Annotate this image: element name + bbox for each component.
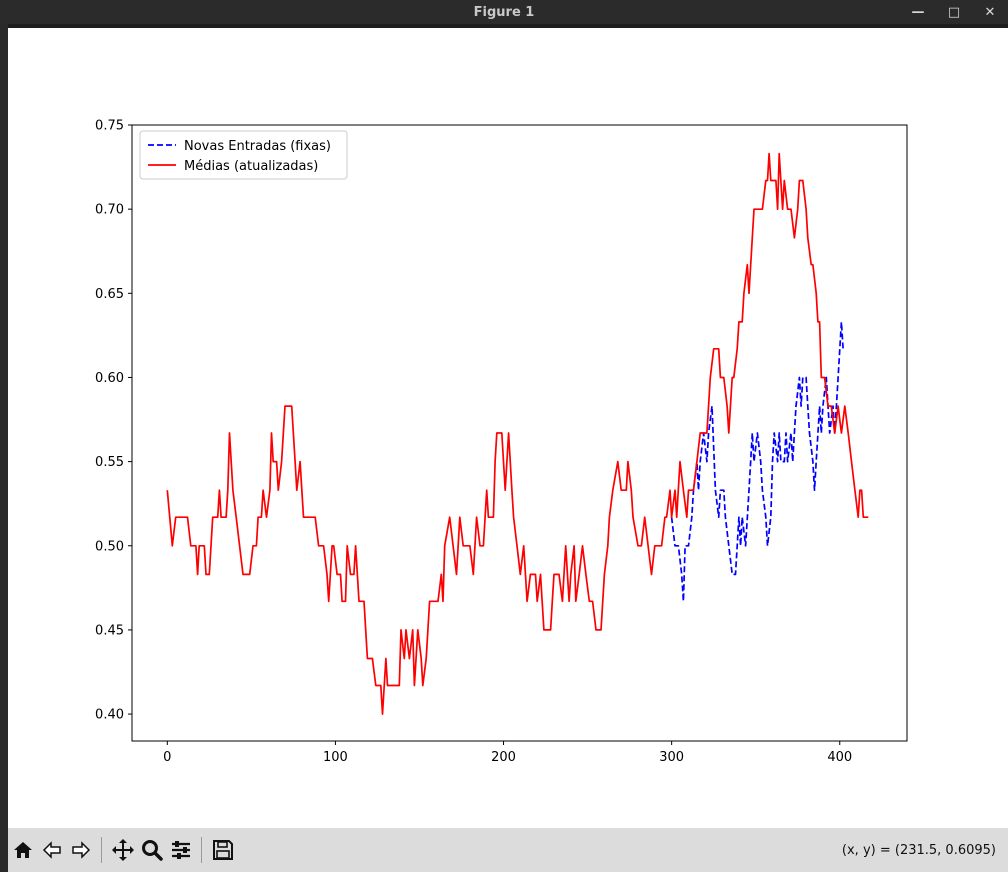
navigation-toolbar: (x, y) = (231.5, 0.6095) <box>8 828 1008 872</box>
y-tick-label: 0.60 <box>95 371 124 386</box>
legend-label: Médias (atualizadas) <box>184 159 318 174</box>
back-icon[interactable] <box>37 832 66 868</box>
x-tick-label: 100 <box>323 750 348 765</box>
pan-icon[interactable] <box>108 832 137 868</box>
x-tick-label: 400 <box>827 750 852 765</box>
window-controls: — □ ✕ <box>900 0 1008 24</box>
configure-subplots-icon[interactable] <box>166 832 195 868</box>
cursor-coordinates: (x, y) = (231.5, 0.6095) <box>841 842 996 858</box>
toolbar-separator <box>101 837 102 863</box>
y-tick-label: 0.70 <box>95 203 124 218</box>
legend-label: Novas Entradas (fixas) <box>184 139 331 154</box>
minimize-icon[interactable]: — <box>911 4 925 20</box>
series-line <box>166 152 869 715</box>
legend-box <box>139 130 348 180</box>
x-tick-label: 0 <box>163 750 171 765</box>
save-icon[interactable] <box>208 832 237 868</box>
close-icon[interactable]: ✕ <box>984 4 996 20</box>
figure-canvas[interactable]: 0 100 200 300 400 0.40 0.45 0.50 0.55 0.60 0.65 0.7… <box>8 28 1008 828</box>
zoom-icon[interactable] <box>137 832 166 868</box>
legend: Novas Entradas (fixas) Médias (atualizada… <box>139 130 348 180</box>
plot-lines <box>166 152 869 715</box>
y-tick-label: 0.40 <box>95 708 124 723</box>
y-tick-label: 0.55 <box>95 455 124 470</box>
series-line <box>670 321 844 603</box>
x-tick-label: 200 <box>491 750 516 765</box>
maximize-icon[interactable]: □ <box>947 4 961 20</box>
y-tick-label: 0.45 <box>95 623 124 638</box>
y-tick-label: 0.50 <box>95 539 124 554</box>
left-window-edge <box>0 24 8 872</box>
home-icon[interactable] <box>8 832 37 868</box>
x-tick-label: 300 <box>659 750 684 765</box>
axes-frame <box>131 124 908 742</box>
axis-ticks: 0 100 200 300 400 0.40 0.45 0.50 0.55 0.60 0.65 0.7… <box>95 119 852 766</box>
window-title: Figure 1 <box>473 4 535 20</box>
window-titlebar: Figure 1 — □ ✕ <box>0 0 1008 24</box>
line-chart: 0 100 200 300 400 0.40 0.45 0.50 0.55 0.60 0.65 0.7… <box>95 119 908 766</box>
y-tick-label: 0.75 <box>95 119 124 134</box>
y-tick-label: 0.65 <box>95 287 124 302</box>
forward-icon[interactable] <box>66 832 95 868</box>
toolbar-separator <box>201 837 202 863</box>
